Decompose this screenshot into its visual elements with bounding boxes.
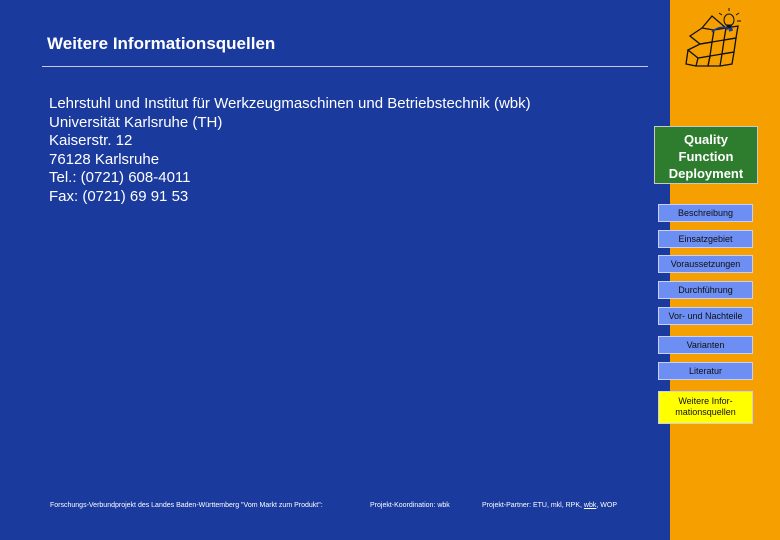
nav-button-einsatzgebiet[interactable]: Einsatzgebiet (658, 230, 753, 248)
footer-coordination: Projekt-Koordination: wbk (370, 502, 450, 509)
address-line-institute: Lehrstuhl und Institut für Werkzeugmasch… (49, 95, 531, 112)
footer-partners: Projekt-Partner: ETU, mkl, RPK, wbk, WOP (482, 502, 617, 509)
address-line-phone: Tel.: (0721) 608-4011 (49, 169, 191, 186)
footer-partners-wbk: wbk (583, 502, 597, 509)
qfd-title-line-3: Deployment (668, 166, 744, 181)
address-line-street: Kaiserstr. 12 (49, 132, 133, 149)
qfd-section-title: Quality Function Deployment (654, 126, 758, 184)
address-block: Lehrstuhl und Institut für Werkzeugmasch… (49, 95, 531, 206)
content-area: Weitere Informationsquellen Lehrstuhl un… (42, 34, 648, 509)
footer-project: Forschungs-Verbundprojekt des Landes Bad… (50, 502, 323, 509)
active-nav-line-2: mationsquellen (675, 407, 736, 417)
address-line-fax: Fax: (0721) 69 91 53 (49, 187, 189, 205)
address-line-city: 76128 Karlsruhe (49, 150, 160, 168)
page-title: Weitere Informationsquellen (47, 34, 276, 53)
nav-button-weitere-informationsquellen[interactable]: Weitere Infor- mationsquellen (658, 391, 753, 424)
footer-partners-prefix: Projekt-Partner: ETU, mkl, RPK, (482, 502, 584, 509)
nav-button-voraussetzungen[interactable]: Voraussetzungen (658, 255, 753, 273)
nav-button-vor-und-nachteile[interactable]: Vor- und Nachteile (658, 307, 753, 325)
qfd-title-line-1: Quality (683, 132, 729, 147)
active-nav-line-1: Weitere Infor- (678, 396, 733, 406)
nav-button-beschreibung[interactable]: Beschreibung (658, 204, 753, 222)
address-line-university: Universität Karlsruhe (TH) (49, 113, 223, 131)
qfd-house-logo-icon (685, 8, 741, 67)
footer-partners-suffix: , WOP (596, 502, 617, 509)
qfd-title-line-2: Function (678, 149, 734, 164)
nav-button-literatur[interactable]: Literatur (658, 362, 753, 380)
nav-button-durchfuehrung[interactable]: Durchführung (658, 281, 753, 299)
nav-button-varianten[interactable]: Varianten (658, 336, 753, 354)
title-divider (42, 66, 648, 67)
